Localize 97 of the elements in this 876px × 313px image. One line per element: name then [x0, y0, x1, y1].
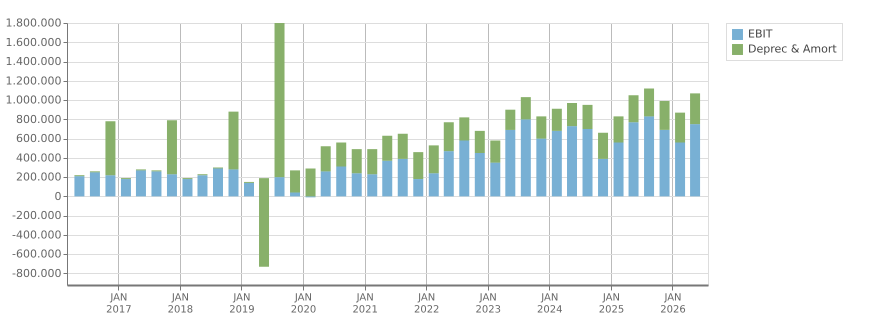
y-tick-label: 200.000: [16, 170, 62, 184]
x-tick-label: JAN 2017: [106, 292, 132, 313]
bar: [151, 171, 162, 196]
bar: [120, 179, 131, 196]
bar: [644, 116, 654, 196]
bar: [228, 112, 238, 170]
y-tick-label: 800.000: [16, 112, 62, 126]
bar: [352, 173, 362, 196]
bar: [660, 101, 670, 130]
bar: [644, 88, 654, 116]
x-tick-label: JAN 2026: [660, 292, 686, 313]
bar: [459, 140, 470, 196]
bar: [290, 192, 300, 196]
x-tick-label: JAN 2024: [537, 292, 562, 313]
x-tick-label: JAN 2021: [352, 292, 378, 313]
x-tick-label: JAN 2018: [168, 292, 194, 313]
bar: [536, 138, 546, 196]
bar: [614, 142, 624, 196]
bar: [274, 177, 285, 196]
bar: [398, 134, 408, 159]
bar: [136, 170, 146, 196]
bar: [598, 132, 608, 159]
bar: [459, 117, 470, 141]
bar: [336, 142, 346, 167]
y-tick-label: 1.600.000: [6, 36, 62, 49]
bar: [398, 158, 408, 196]
bar: [182, 179, 192, 196]
bar: [567, 102, 578, 126]
bar: [197, 175, 208, 196]
bar: [306, 168, 316, 196]
bar: [552, 108, 562, 131]
y-tick-label: -200.000: [12, 209, 62, 222]
bar: [274, 23, 285, 178]
bar: [567, 126, 578, 196]
bar: [259, 178, 270, 267]
bar: [428, 145, 439, 174]
y-tick-label: 1.400.000: [6, 55, 62, 68]
bar: [444, 151, 454, 196]
bar: [352, 149, 362, 174]
bar: [74, 176, 84, 196]
bar: [598, 158, 608, 196]
x-tick-label: JAN 2025: [598, 292, 624, 313]
bar: [474, 130, 485, 154]
bar: [105, 121, 116, 176]
bar: [90, 172, 100, 196]
bar: [367, 174, 378, 196]
bar: [582, 128, 593, 196]
x-tick-label: JAN 2023: [475, 292, 501, 313]
bar: [690, 93, 700, 124]
bar: [582, 104, 593, 129]
bar: [474, 153, 485, 196]
legend-label: Deprec & Amort: [748, 42, 838, 56]
bar: [505, 130, 516, 196]
bar: [166, 174, 177, 196]
y-tick-label: -600.000: [12, 248, 62, 261]
bar: [320, 146, 331, 172]
bar: [520, 119, 531, 196]
bar: [614, 116, 624, 142]
y-tick-label: 1.800.000: [6, 16, 62, 30]
bar: [428, 173, 439, 196]
bar: [675, 112, 686, 142]
bar: [320, 171, 331, 196]
bar: [228, 169, 238, 196]
bar: [212, 168, 223, 196]
y-tick-label: 1.000.000: [6, 94, 62, 107]
bar: [290, 170, 300, 193]
bar: [675, 142, 686, 196]
bar: [536, 116, 546, 139]
bar: [367, 149, 378, 174]
bar: [382, 160, 392, 196]
bar: [413, 152, 424, 180]
bar: [336, 166, 346, 196]
bar: [413, 179, 424, 196]
bar: [105, 175, 116, 196]
bar: [382, 136, 392, 161]
bar: [244, 182, 254, 196]
bar: [490, 162, 500, 196]
bar: [552, 130, 562, 196]
bar: [660, 130, 670, 196]
y-tick-label: -800.000: [12, 266, 62, 280]
x-tick-label: JAN 2019: [229, 292, 255, 313]
bar: [690, 124, 700, 196]
bar: [490, 140, 500, 163]
bar: [444, 122, 454, 152]
x-tick-label: JAN 2020: [290, 292, 316, 313]
y-tick-label: 600.000: [16, 132, 62, 146]
bar: [628, 95, 639, 122]
bar: [505, 110, 516, 130]
y-tick-label: -400.000: [12, 228, 62, 242]
bar: [520, 97, 531, 120]
y-tick-label: 1.200.000: [6, 74, 62, 88]
x-tick-label: JAN 2022: [414, 292, 440, 313]
y-tick-label: 0: [54, 190, 62, 203]
bar: [628, 122, 639, 196]
bar: [166, 120, 177, 174]
y-tick-label: 400.000: [16, 151, 62, 164]
legend-label: EBIT: [748, 28, 773, 40]
